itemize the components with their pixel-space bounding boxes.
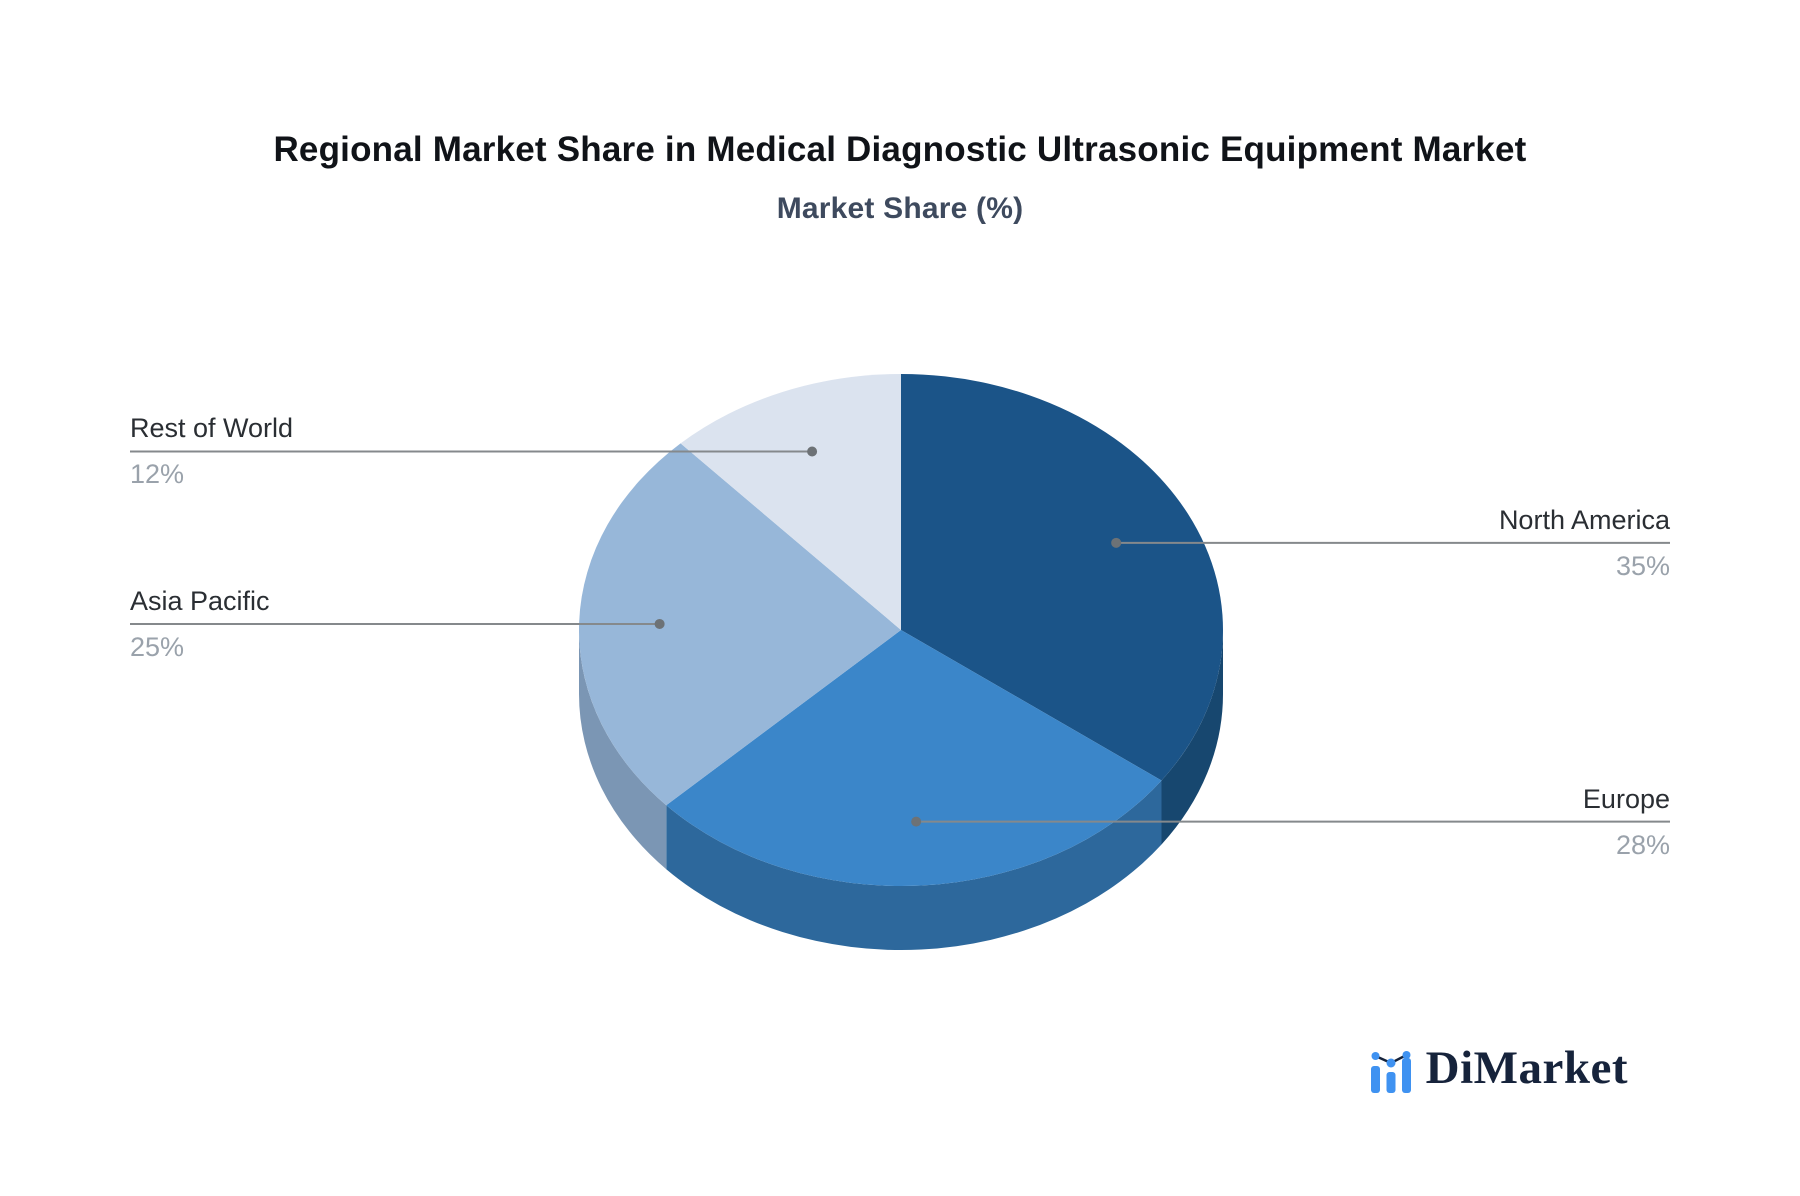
slice-value: 25% (130, 631, 185, 662)
pie-slice-north-america (901, 374, 1223, 781)
slice-name: Rest of World (130, 413, 294, 444)
slice-value: 28% (1615, 829, 1670, 860)
pie-slice-asia-pacific (578, 443, 901, 806)
leader-dot-europe (911, 816, 922, 827)
dimarket-logo-icon (1370, 1051, 1411, 1093)
leader-dot-rest-of-world (807, 446, 818, 457)
slice-name: Europe (1582, 783, 1670, 814)
slice-label-north-america: North America 35% (1499, 503, 1670, 583)
pie-slice-side-asia-pacific (579, 630, 667, 870)
slice-value: 35% (1615, 550, 1670, 581)
slice-label-rest-of-world: Rest of World 12% (130, 411, 293, 491)
pie-slice-rest-of-world (680, 374, 901, 630)
pie-slice-side-europe (666, 780, 1162, 950)
slice-label-asia-pacific: Asia Pacific 25% (130, 584, 270, 664)
chart-title: Regional Market Share in Medical Diagnos… (273, 130, 1527, 169)
slice-value: 12% (130, 459, 185, 490)
dimarket-logo-text: DiMarket (1425, 1042, 1628, 1094)
slice-name: Asia Pacific (130, 585, 270, 616)
leader-dot-north-america (1111, 537, 1122, 548)
slice-label-europe: Europe 28% (1583, 782, 1670, 862)
leader-dot-asia-pacific (654, 618, 665, 629)
slice-name: North America (1498, 504, 1670, 535)
dimarket-logo: DiMarket (1369, 1038, 1628, 1098)
pie-slice-side-north-america (1161, 630, 1223, 845)
chart-subtitle: Market Share (%) (776, 192, 1024, 225)
